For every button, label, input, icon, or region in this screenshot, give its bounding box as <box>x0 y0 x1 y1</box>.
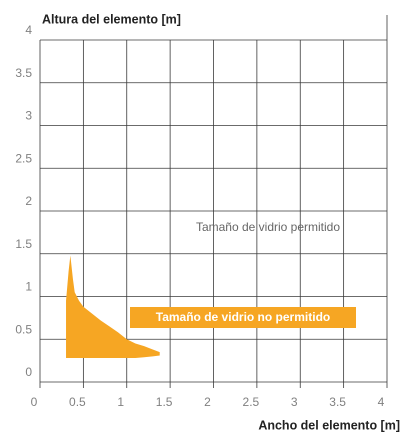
legend-label: Tamaño de vidrio no permitido <box>156 310 330 324</box>
x-tick-label: 3 <box>291 395 298 409</box>
y-tick-label: 2 <box>25 194 32 208</box>
y-tick-label: 3 <box>25 109 32 123</box>
x-tick-label: 2.5 <box>243 395 260 409</box>
y-tick-label: 3.5 <box>15 66 32 80</box>
y-tick-label: 0 <box>25 365 32 379</box>
x-tick-label: 0.5 <box>69 395 86 409</box>
x-tick-label: 0 <box>31 395 38 409</box>
x-tick-label: 1 <box>117 395 124 409</box>
annotation: Tamaño de vidrio permitido <box>196 220 340 234</box>
x-tick-label: 3.5 <box>329 395 346 409</box>
y-tick-label: 1 <box>25 280 32 294</box>
y-tick-label: 4 <box>25 23 32 37</box>
y-tick-label: 2.5 <box>15 151 32 165</box>
x-tick-label: 2 <box>204 395 211 409</box>
y-tick-label: 0.5 <box>15 322 32 336</box>
y-tick-label: 1.5 <box>15 237 32 251</box>
x-tick-label: 1.5 <box>156 395 173 409</box>
y-axis-label: Altura del elemento [m] <box>42 12 181 26</box>
legend-box <box>130 307 356 328</box>
x-axis-label: Ancho del elemento [m] <box>258 418 400 432</box>
x-tick-label: 4 <box>378 395 385 409</box>
area <box>66 255 160 359</box>
